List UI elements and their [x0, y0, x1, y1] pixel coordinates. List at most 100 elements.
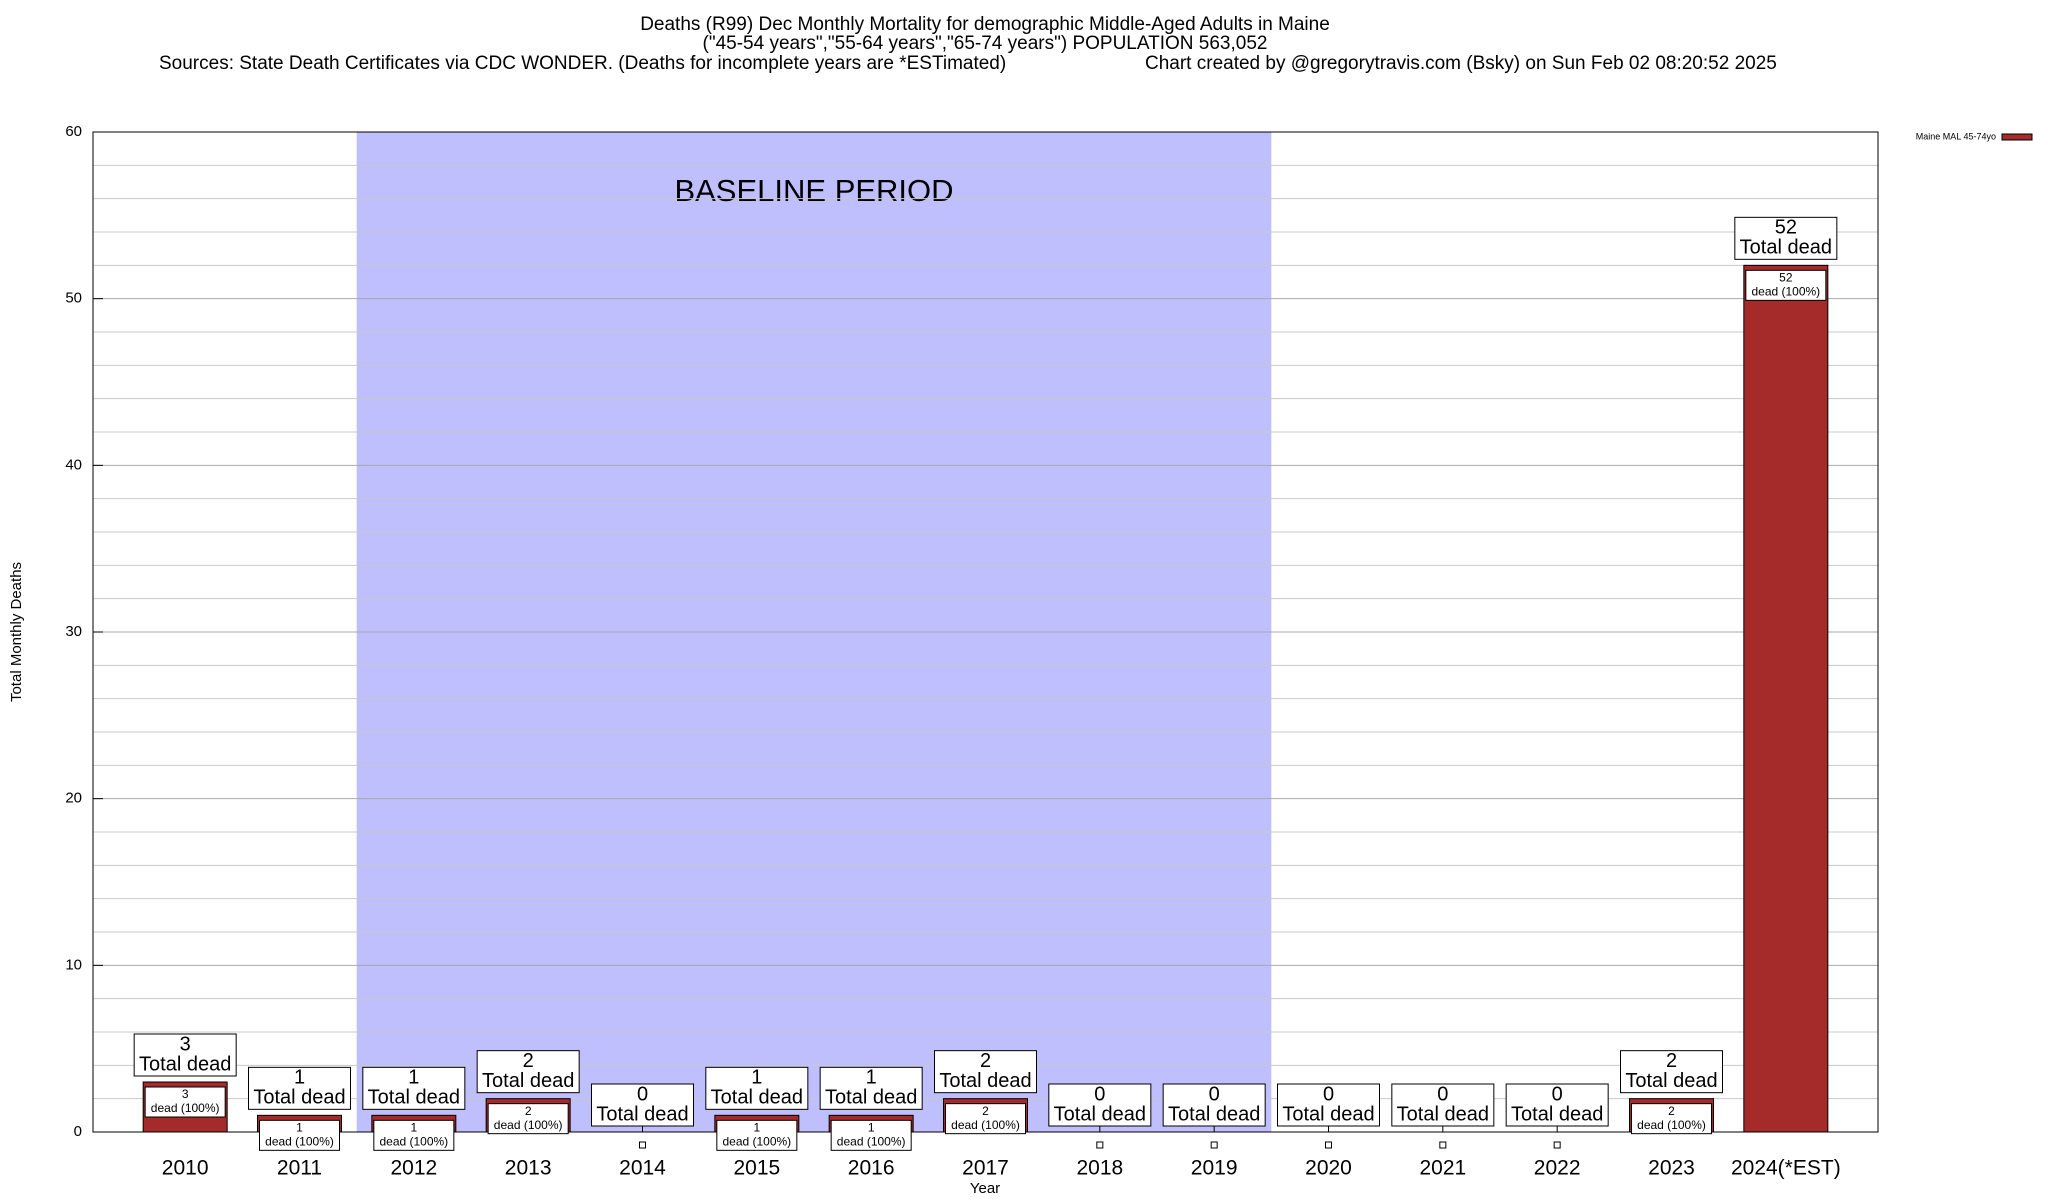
total-value-label: 0 — [1209, 1083, 1220, 1105]
inner-share-label: dead (100%) — [379, 1135, 448, 1149]
total-label-box — [362, 1066, 466, 1110]
total-label-box — [591, 1083, 694, 1127]
inner-label-box — [373, 1119, 455, 1151]
x-tick-label: 2017 — [962, 1157, 1009, 1180]
x-tick-label: 2021 — [1419, 1157, 1466, 1180]
x-tick-label: 2015 — [733, 1157, 780, 1180]
inner-share-label: dead (100%) — [151, 1101, 220, 1115]
inner-value-label: 2 — [525, 1104, 532, 1118]
inner-value-label: 1 — [296, 1121, 303, 1135]
total-text-label: Total dead — [253, 1087, 345, 1109]
total-text-label: Total dead — [711, 1087, 803, 1109]
x-tick-label: 2014 — [619, 1157, 666, 1180]
legend-label: Maine MAL 45-74yo — [1916, 131, 1996, 141]
total-value-label: 1 — [294, 1067, 305, 1089]
y-tick-label: 30 — [65, 623, 82, 640]
inner-share-label: dead (100%) — [951, 1118, 1020, 1132]
y-tick-label: 10 — [65, 956, 82, 973]
x-axis-label: Year — [970, 1180, 1000, 1197]
inner-share-label: dead (100%) — [837, 1135, 906, 1149]
inner-value-label: 1 — [410, 1121, 417, 1135]
y-tick-label: 60 — [65, 123, 82, 140]
chart-subtitle: ("45-54 years","55-64 years","65-74 year… — [703, 33, 1268, 54]
x-tick-label: 2016 — [848, 1157, 895, 1180]
inner-share-label: dead (100%) — [265, 1135, 334, 1149]
x-tick-label: 2011 — [277, 1157, 322, 1180]
inner-value-label: 2 — [1668, 1104, 1675, 1118]
inner-label-box — [259, 1119, 340, 1151]
inner-value-label: 52 — [1779, 271, 1793, 285]
inner-share-label: dead (100%) — [722, 1135, 791, 1149]
total-value-label: 0 — [1323, 1083, 1334, 1105]
total-text-label: Total dead — [825, 1087, 917, 1109]
inner-label-box — [1631, 1103, 1712, 1135]
x-tick-label: 2013 — [505, 1157, 552, 1180]
total-value-label: 2 — [1666, 1050, 1677, 1072]
sources: Sources: State Death Certificates via CD… — [159, 53, 1006, 74]
inner-label-box — [830, 1119, 912, 1151]
total-label-box — [133, 1033, 237, 1077]
inner-share-label: dead (100%) — [1751, 285, 1820, 299]
y-axis-label: Total Monthly Deaths — [8, 562, 25, 702]
y-tick-label: 50 — [65, 290, 82, 307]
total-text-label: Total dead — [1740, 237, 1832, 259]
y-tick-label: 40 — [65, 456, 82, 473]
y-tick-label: 0 — [74, 1123, 82, 1140]
total-text-label: Total dead — [1625, 1070, 1717, 1092]
inner-share-label: dead (100%) — [494, 1118, 563, 1132]
chart-title: Deaths (R99) Dec Monthly Mortality for d… — [640, 14, 1330, 35]
total-text-label: Total dead — [596, 1103, 688, 1125]
total-value-label: 1 — [408, 1067, 419, 1089]
x-tick-label: 2012 — [390, 1157, 437, 1180]
total-text-label: Total dead — [939, 1070, 1031, 1092]
x-tick-label: 2018 — [1076, 1157, 1123, 1180]
inner-label-box — [1325, 1141, 1332, 1149]
total-text-label: Total dead — [1282, 1103, 1374, 1125]
inner-value-label: 1 — [753, 1121, 760, 1135]
inner-label-box — [487, 1103, 569, 1135]
baseline-label: BASELINE PERIOD — [674, 173, 953, 208]
total-value-label: 2 — [980, 1050, 991, 1072]
total-label-box — [1505, 1083, 1609, 1127]
inner-label-box — [1210, 1141, 1218, 1149]
total-text-label: Total dead — [1054, 1103, 1146, 1125]
total-value-label: 0 — [1437, 1083, 1448, 1105]
y-tick-label: 20 — [65, 790, 82, 807]
total-text-label: Total dead — [1397, 1103, 1489, 1125]
total-text-label: Total dead — [139, 1053, 231, 1075]
total-value-label: 0 — [1552, 1083, 1563, 1105]
inner-label-box — [1439, 1141, 1447, 1149]
total-value-label: 0 — [1094, 1083, 1105, 1105]
bar — [1743, 264, 1829, 1133]
inner-label-box — [1553, 1141, 1561, 1149]
total-value-label: 3 — [180, 1033, 191, 1055]
inner-value-label: 2 — [982, 1104, 989, 1118]
inner-label-box — [716, 1119, 798, 1151]
inner-label-box — [144, 1086, 226, 1118]
total-label-box — [1391, 1083, 1495, 1127]
total-text-label: Total dead — [482, 1070, 574, 1092]
total-text-label: Total dead — [1168, 1103, 1260, 1125]
x-tick-label: 2022 — [1534, 1157, 1581, 1180]
total-label-box — [705, 1066, 809, 1110]
inner-label-box — [1745, 269, 1827, 301]
x-tick-label: 2019 — [1191, 1157, 1238, 1180]
total-label-box — [819, 1066, 923, 1110]
total-label-box — [1734, 216, 1838, 260]
total-label-box — [1620, 1050, 1723, 1094]
inner-label-box — [945, 1103, 1026, 1135]
inner-value-label: 3 — [182, 1087, 189, 1101]
total-text-label: Total dead — [368, 1087, 460, 1109]
total-label-box — [934, 1050, 1037, 1094]
x-tick-label: 2024(*EST) — [1731, 1157, 1841, 1180]
inner-share-label: dead (100%) — [1637, 1118, 1706, 1132]
x-tick-label: 2020 — [1305, 1157, 1352, 1180]
total-label-box — [248, 1066, 351, 1110]
inner-label-box — [639, 1141, 646, 1149]
total-label-box — [1277, 1083, 1380, 1127]
credit: Chart created by @gregorytravis.com (Bsk… — [1145, 53, 1777, 74]
total-label-box — [1048, 1083, 1152, 1127]
total-value-label: 2 — [523, 1050, 534, 1072]
